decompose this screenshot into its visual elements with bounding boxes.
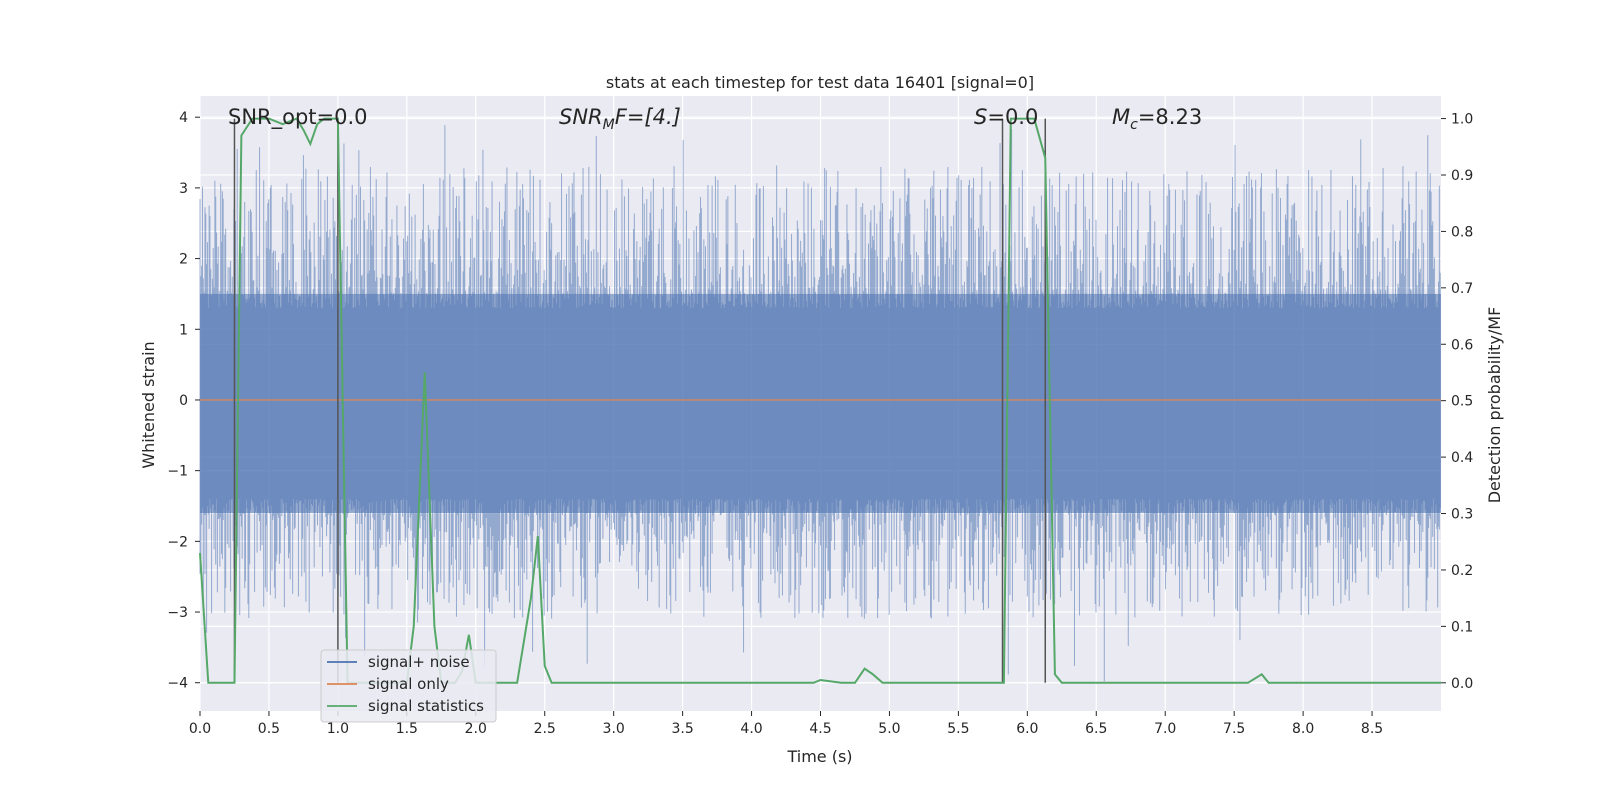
x-tick-label: 4.0 (740, 721, 762, 737)
y-left-tick-label: −4 (167, 676, 188, 692)
x-tick-label: 3.0 (603, 721, 625, 737)
y-left-tick-label: 2 (179, 252, 188, 268)
y-right-tick-label: 0.9 (1451, 168, 1473, 184)
vertical-markers (233, 118, 1047, 683)
annotation-snr-mf-sub: M (603, 117, 615, 133)
tick-labels: 0.0 0.5 1.0 1.5 2.0 2.5 3.0 3.5 4.0 4.5 5.0 5.5 6.0 6… (167, 110, 1473, 737)
x-tick-label: 0.0 (189, 721, 211, 737)
x-tick-label: 2.0 (465, 721, 487, 737)
y-right-tick-label: 0.1 (1451, 619, 1473, 635)
annotation-snr-mf-rest: F=[4.] (615, 105, 681, 129)
x-tick-label: 5.0 (878, 721, 900, 737)
x-tick-label: 1.5 (396, 721, 418, 737)
x-tick-label: 7.0 (1154, 721, 1176, 737)
chart-title: stats at each timestep for test data 164… (606, 73, 1034, 92)
y-right-tick-label: 0.8 (1451, 224, 1473, 240)
y-right-tick-label: 0.3 (1451, 507, 1473, 523)
x-tick-label: 2.5 (534, 721, 556, 737)
signal-statistics-line (199, 117, 1441, 684)
series-signal-statistics (199, 117, 1441, 684)
x-tick-label: 4.5 (809, 721, 831, 737)
y-left-tick-label: −3 (167, 605, 188, 621)
y-left-tick-label: 0 (179, 393, 188, 409)
annotation-mc-rest: =8.23 (1138, 105, 1202, 129)
annotation-s-main: S (974, 105, 987, 129)
annotation-snr-mf: SNRMF=[4.] (559, 105, 681, 133)
x-tick-label: 6.5 (1085, 721, 1107, 737)
y-right-tick-label: 0.6 (1451, 337, 1473, 353)
annotation-snr-opt: SNR_opt=0.0 (228, 105, 368, 130)
y-right-tick-label: 1.0 (1451, 112, 1473, 128)
y-left-tick-label: −1 (167, 464, 188, 480)
x-axis-label: Time (s) (786, 747, 852, 766)
y-right-tick-label: 0.0 (1451, 676, 1473, 692)
legend-label-signal-noise: signal+ noise (368, 653, 470, 671)
y-axis-label-right: Detection probability/MF (1485, 307, 1504, 504)
x-tick-label: 7.5 (1223, 721, 1245, 737)
y-right-tick-label: 0.7 (1451, 281, 1473, 297)
legend-label-signal-statistics: signal statistics (368, 697, 484, 715)
x-tick-label: 6.0 (1016, 721, 1038, 737)
annotation-mc: Mc=8.23 (1112, 105, 1202, 133)
y-right-tick-label: 0.2 (1451, 563, 1473, 579)
y-left-tick-label: −2 (167, 534, 188, 550)
x-tick-label: 0.5 (258, 721, 280, 737)
legend-label-signal-only: signal only (368, 675, 449, 693)
series-signal-noise (199, 125, 1441, 682)
y-axis-label-left: Whitened strain (139, 341, 158, 468)
x-tick-label: 3.5 (671, 721, 693, 737)
x-tick-label: 8.0 (1292, 721, 1314, 737)
annotation-s: S=0.0 (974, 105, 1038, 129)
x-tick-label: 1.0 (327, 721, 349, 737)
y-left-tick-label: 3 (179, 181, 188, 197)
x-tick-label: 8.5 (1361, 721, 1383, 737)
annotation-s-rest: =0.0 (987, 105, 1038, 129)
x-tick-label: 5.5 (947, 721, 969, 737)
y-right-tick-label: 0.5 (1451, 394, 1473, 410)
y-right-tick-label: 0.4 (1451, 450, 1473, 466)
y-left-tick-label: 1 (179, 322, 188, 338)
legend-box (320, 649, 497, 723)
annotation-mc-main: M (1112, 105, 1130, 129)
y-left-tick-label: 4 (179, 110, 188, 126)
annotation-mc-sub: c (1130, 117, 1138, 133)
legend: signal+ noise signal only signal statist… (320, 649, 497, 723)
annotation-snr-mf-main: SNR (559, 105, 603, 129)
